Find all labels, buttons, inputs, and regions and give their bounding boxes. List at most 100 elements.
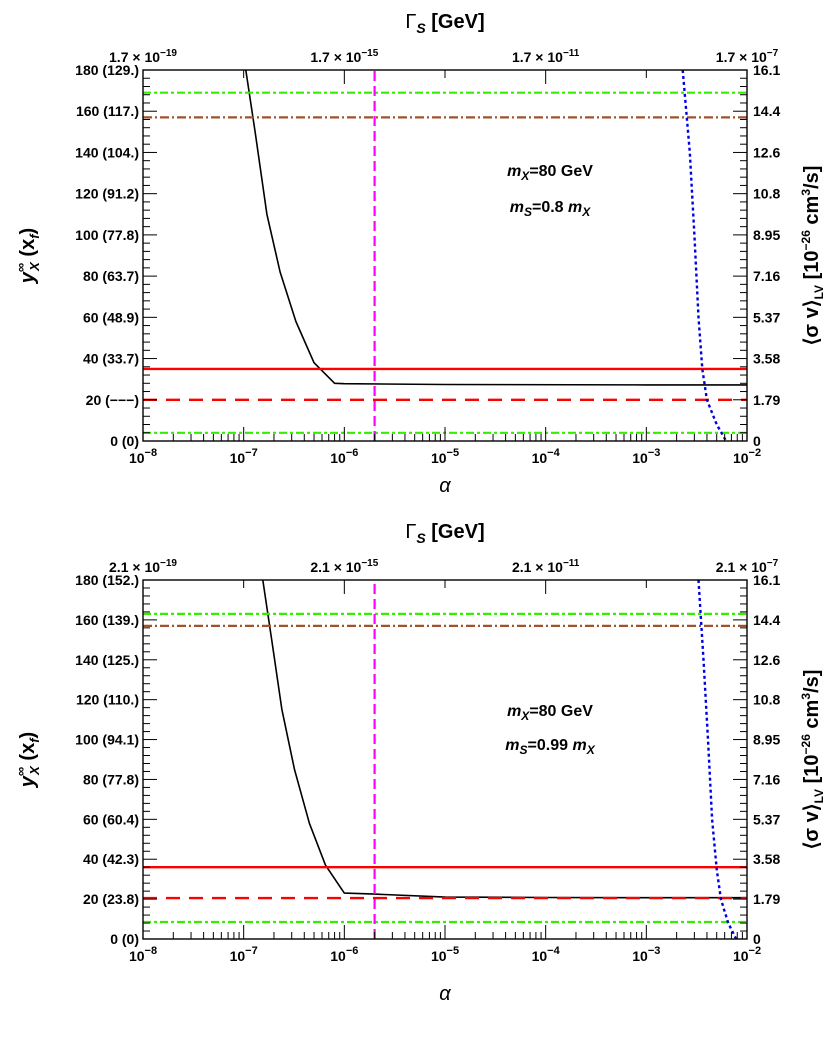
y-tick-label: 160 (139.) (75, 612, 139, 628)
x-tick-base: 10 (129, 450, 145, 466)
annotation-mass-s: mS=0.8 mX (510, 199, 592, 219)
top-tick-exp: −19 (160, 558, 177, 569)
y-label-sub: X (27, 261, 42, 272)
right-tick-label: 16.1 (753, 572, 780, 588)
right-label-unit3: /s] (801, 670, 823, 693)
x-tick-base: 10 (129, 948, 145, 964)
right-tick-label: 14.4 (753, 103, 780, 119)
annot-sub: X (520, 169, 530, 183)
x-tick-base: 10 (532, 948, 548, 964)
x-tick-exp: −8 (145, 447, 158, 459)
x-tick-base: 10 (330, 450, 346, 466)
top-axis-title-symbol: Γ (405, 521, 416, 543)
top-tick-exp: −15 (361, 48, 378, 59)
top-tick-exp: −11 (563, 48, 580, 59)
annot-m2: m (572, 737, 586, 754)
y-tick-label: 100 (94.1) (75, 732, 139, 748)
y-label-close: ) (17, 228, 39, 235)
top-tick-label: 1.7 × 10−11 (512, 48, 580, 65)
y-tick-label: 120 (91.2) (75, 186, 139, 202)
annot-sub: S (520, 743, 528, 757)
x-tick-exp: −2 (749, 447, 762, 459)
y-tick-label: 20 (−−−) (86, 392, 139, 408)
right-label-unit2: cm (801, 196, 823, 230)
annot-m: m (507, 703, 521, 720)
top-tick-label: 2.1 × 10−19 (109, 558, 177, 575)
x-tick-exp: −2 (749, 945, 762, 957)
right-axis-label: ⟨σ v⟩LV [10−26 cm3/s] (799, 166, 826, 346)
right-tick-label: 1.79 (753, 891, 780, 907)
y-axis-label: y∞X (xf) (13, 732, 42, 788)
x-tick-label: 10−8 (129, 945, 157, 964)
right-tick-label: 3.58 (753, 351, 780, 367)
right-tick-label: 3.58 (753, 851, 780, 867)
x-tick-base: 10 (330, 948, 346, 964)
top-axis-title-unit: [GeV] (426, 11, 485, 33)
top-tick-mantissa: 2.1 (310, 559, 330, 575)
y-label-extra-sub: f (27, 233, 42, 239)
x-tick-label: 10−4 (532, 447, 561, 466)
x-tick-exp: −3 (648, 945, 661, 957)
top-tick-exp: −7 (767, 558, 779, 569)
right-tick-label: 8.95 (753, 227, 780, 243)
x-tick-label: 10−3 (632, 945, 660, 964)
x-tick-base: 10 (431, 450, 447, 466)
right-tick-label: 12.6 (753, 652, 780, 668)
y-label-main: y (17, 775, 39, 788)
top-tick-mantissa: 2.1 (716, 559, 736, 575)
x-tick-base: 10 (632, 948, 648, 964)
right-label-exp: −26 (799, 734, 813, 755)
top-axis-title-sub: S (416, 20, 426, 36)
top-tick-label: 2.1 × 10−7 (716, 558, 779, 575)
x-tick-base: 10 (532, 450, 548, 466)
top-tick-times: × 10 (735, 49, 767, 65)
top-tick-mantissa: 2.1 (109, 559, 129, 575)
right-label-unit: [10 (801, 250, 823, 284)
top-tick-mantissa: 1.7 (310, 49, 330, 65)
right-tick-label: 0 (753, 931, 761, 947)
annotation-mass-x: mX=80 GeV (507, 163, 593, 183)
y-tick-label: 180 (129.) (75, 62, 139, 78)
y-tick-label: 180 (152.) (75, 572, 139, 588)
y-label-sub: X (27, 765, 42, 776)
series-group (143, 580, 747, 939)
top-tick-times: × 10 (128, 49, 160, 65)
annot-m: m (505, 737, 519, 754)
right-tick-label: 7.16 (753, 771, 780, 787)
y-tick-label: 160 (117.) (76, 103, 139, 119)
y-tick-label: 0 (0) (110, 433, 139, 449)
x-tick-label: 10−6 (330, 447, 358, 466)
right-label-sub: LV (812, 285, 826, 299)
annotation-mass-x: mX=80 GeV (507, 703, 593, 723)
y-tick-label: 0 (0) (110, 931, 139, 947)
y-tick-label: 20 (23.8) (83, 891, 139, 907)
y-tick-label: 80 (77.8) (83, 771, 139, 787)
right-tick-label: 0 (753, 433, 761, 449)
series-blue-dotted (681, 70, 728, 441)
top-tick-times: × 10 (330, 49, 362, 65)
x-tick-label: 10−5 (431, 447, 459, 466)
top-axis-title: ΓS [GeV] (405, 11, 484, 36)
top-tick-times: × 10 (735, 559, 767, 575)
top-tick-mantissa: 1.7 (512, 49, 532, 65)
top-tick-times: × 10 (330, 559, 362, 575)
x-tick-exp: −7 (245, 945, 258, 957)
right-label-unit3: /s] (801, 166, 823, 189)
top-axis-title-symbol: Γ (405, 11, 416, 33)
x-tick-exp: −8 (145, 945, 158, 957)
x-tick-base: 10 (632, 450, 648, 466)
annot-m2: m (568, 199, 582, 216)
right-label-sub: LV (812, 789, 826, 803)
top-tick-label: 2.1 × 10−11 (512, 558, 580, 575)
y-tick-label: 140 (104.) (75, 144, 139, 160)
series-blue-dotted (697, 580, 738, 939)
x-tick-label: 10−2 (733, 447, 761, 466)
top-tick-exp: −7 (767, 48, 779, 59)
y-label-main: y (17, 271, 39, 284)
y-label-extra-sub: f (27, 737, 42, 743)
annot-rest: =0.8 (532, 199, 568, 216)
annot-sub: S (524, 205, 532, 219)
right-axis-label: ⟨σ v⟩LV [10−26 cm3/s] (799, 670, 826, 850)
annot-rest: =0.99 (528, 737, 573, 754)
